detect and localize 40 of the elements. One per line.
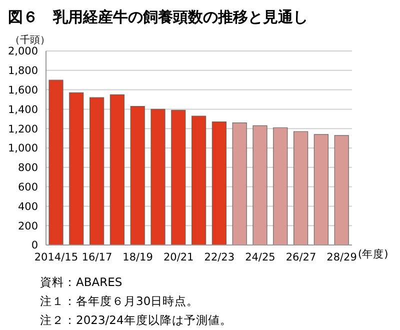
bar <box>294 131 308 245</box>
y-tick-label: 800 <box>18 162 38 174</box>
y-tick-label: 1,600 <box>8 84 38 97</box>
bar <box>69 92 84 245</box>
bar <box>314 134 328 245</box>
bar <box>90 97 104 245</box>
bar <box>110 94 124 245</box>
bar <box>334 135 349 245</box>
y-tick-label: 1,800 <box>8 65 38 78</box>
y-tick-label: 0 <box>31 240 38 252</box>
bar <box>252 125 268 245</box>
y-tick-label: 200 <box>18 220 38 232</box>
y-tick-label: 400 <box>18 200 38 213</box>
text: 注１：各年度６月30日時点。 <box>40 293 200 310</box>
x-tick-label: 2014/15 <box>34 251 78 264</box>
x-tick-label: 18/19 <box>122 251 153 264</box>
bar <box>48 80 64 245</box>
x-tick-label: 16/17 <box>82 251 112 264</box>
bar <box>192 116 206 245</box>
x-axis-title: (年度) <box>358 248 388 261</box>
bar <box>212 122 226 245</box>
y-tick-label: 2,000 <box>8 46 38 58</box>
x-tick-label: 24/25 <box>245 251 276 264</box>
bar <box>150 108 166 245</box>
x-tick-label: 28/29 <box>326 251 357 264</box>
text: 注２：2023/24年度以降は予測値。 <box>40 312 233 329</box>
bar <box>171 110 186 245</box>
y-tick-label: 1,000 <box>8 142 38 155</box>
bar <box>130 106 145 245</box>
bar <box>273 127 288 245</box>
chart-title: 図６ 乳用経産牛の飼養頭数の推移と見通し <box>8 8 309 27</box>
x-tick-label: 22/23 <box>204 251 235 264</box>
y-tick-label: 600 <box>18 182 38 194</box>
x-tick-label: 20/21 <box>163 251 194 264</box>
bar <box>232 122 247 245</box>
y-tick-label: 1,400 <box>8 104 38 116</box>
y-axis-title: （千頭） <box>10 34 51 46</box>
y-tick-label: 1,200 <box>8 123 38 136</box>
text: 資料：ABARES <box>40 274 124 291</box>
x-tick-label: 26/27 <box>286 251 316 264</box>
